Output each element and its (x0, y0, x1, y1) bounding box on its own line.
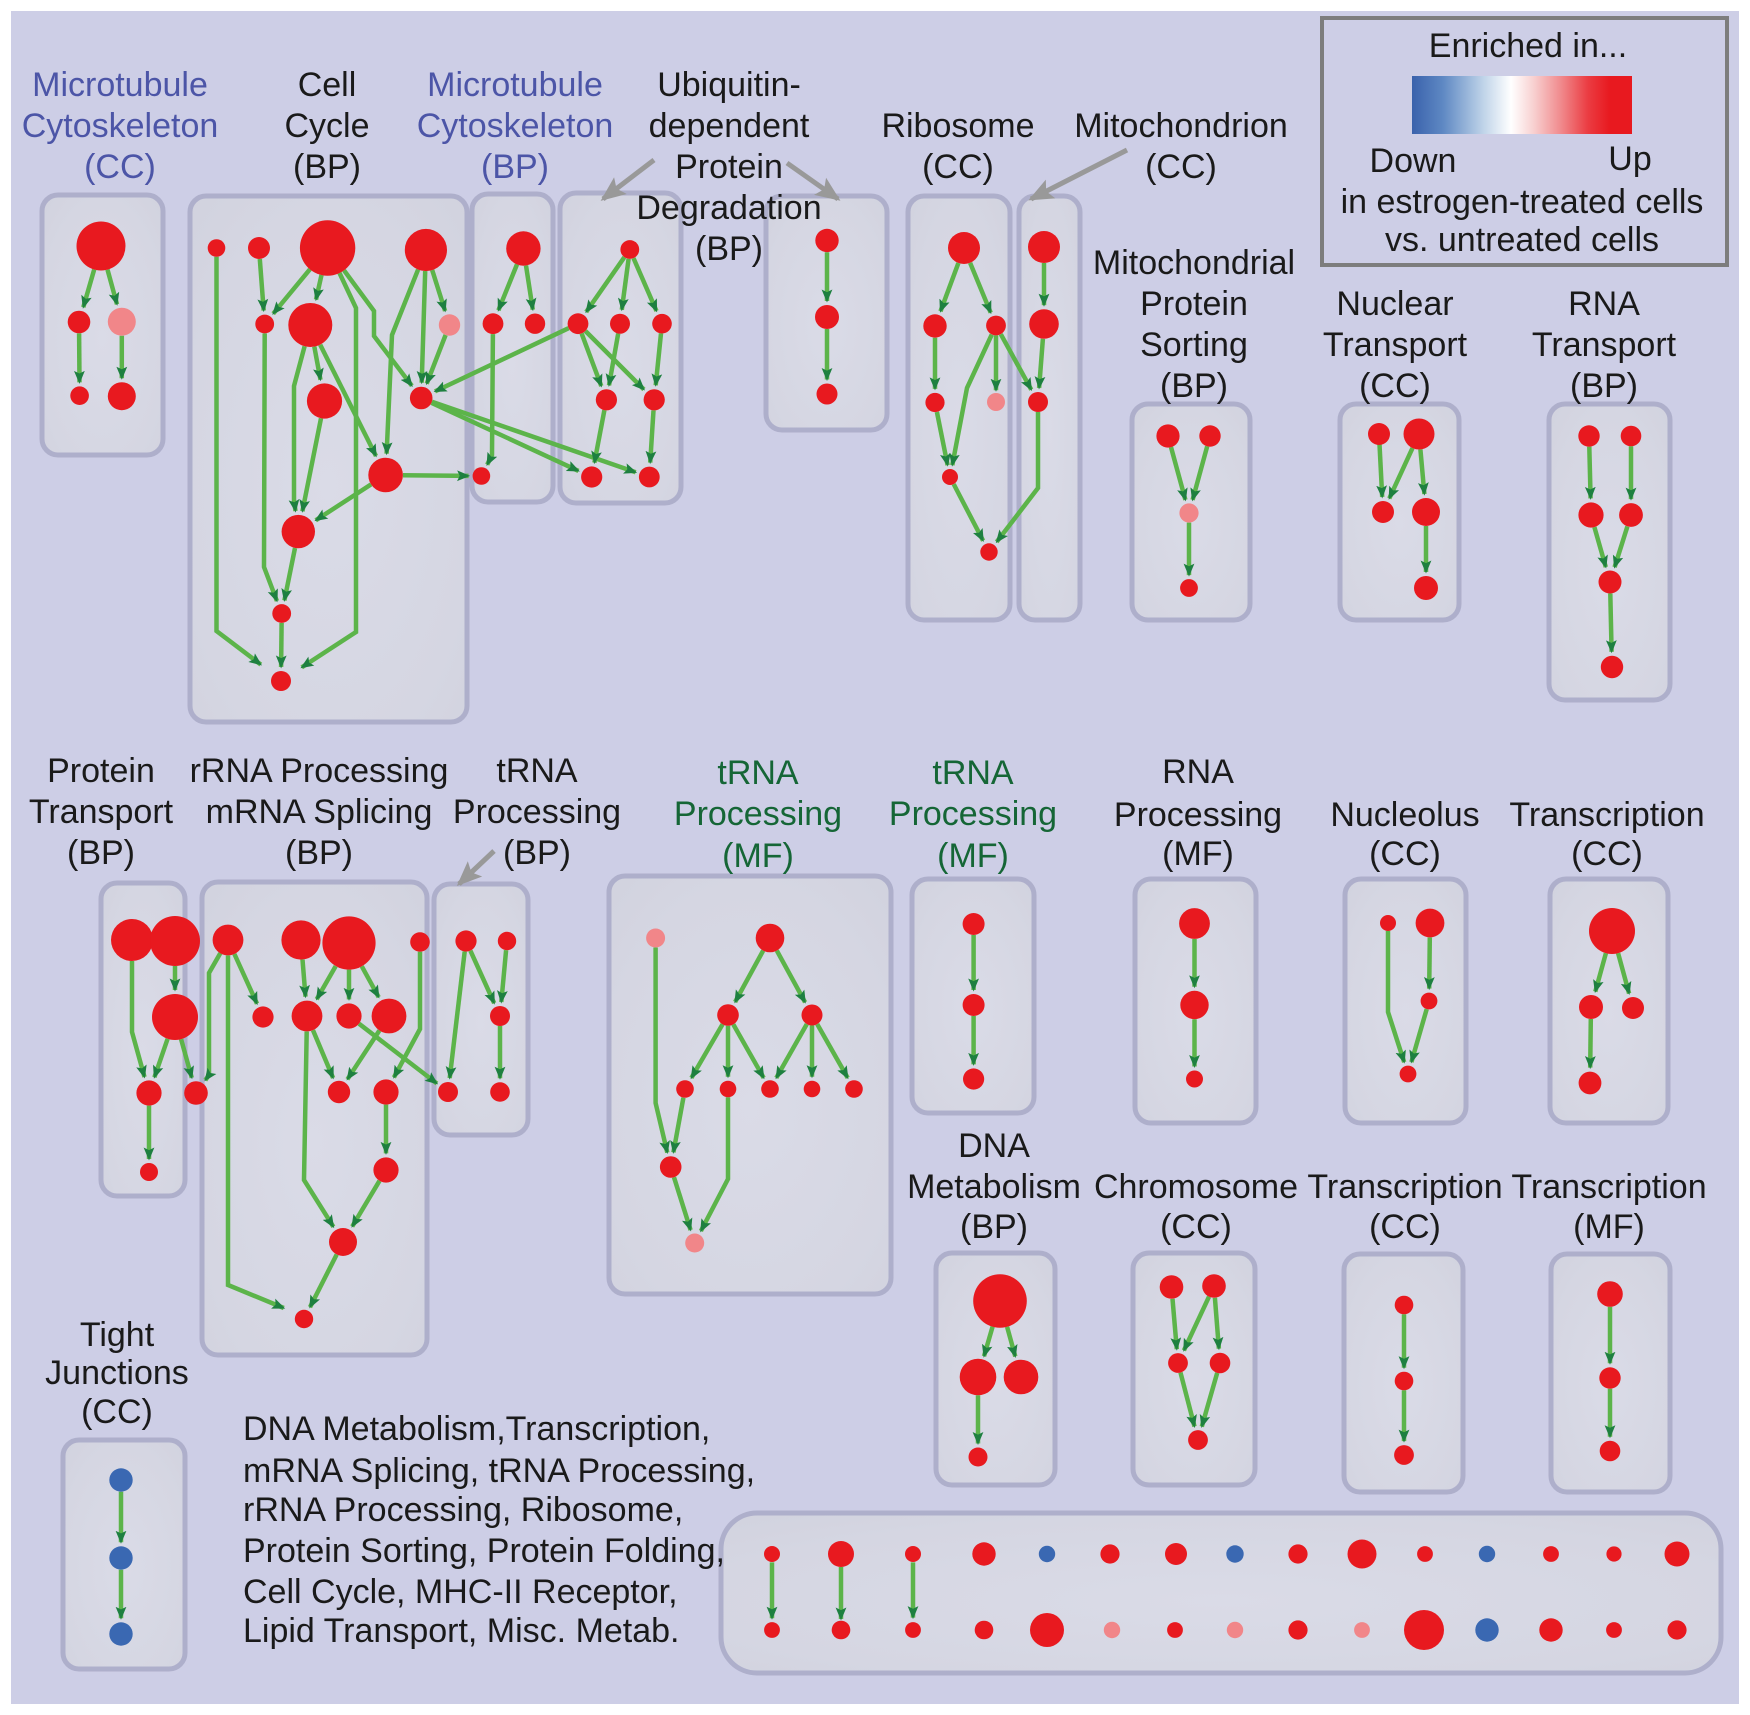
svg-text:(CC): (CC) (81, 1393, 153, 1431)
svg-text:(CC): (CC) (84, 148, 156, 186)
svg-text:RNA: RNA (1568, 285, 1640, 323)
svg-text:(BP): (BP) (960, 1208, 1028, 1246)
svg-text:Microtubule: Microtubule (427, 66, 603, 104)
svg-text:Sorting: Sorting (1140, 326, 1248, 364)
svg-text:vs. untreated cells: vs. untreated cells (1385, 221, 1659, 259)
svg-text:Cycle: Cycle (284, 107, 369, 145)
svg-text:tRNA: tRNA (496, 752, 578, 790)
svg-text:Nuclear: Nuclear (1336, 285, 1453, 323)
svg-text:Processing: Processing (453, 793, 621, 831)
svg-text:(BP): (BP) (67, 834, 135, 872)
svg-text:Mitochondrion: Mitochondrion (1074, 107, 1288, 145)
svg-text:Transcription: Transcription (1509, 796, 1704, 834)
svg-text:Degradation: Degradation (636, 189, 821, 227)
svg-text:in estrogen-treated cells: in estrogen-treated cells (1341, 183, 1704, 221)
svg-text:Enriched in...: Enriched in... (1429, 27, 1627, 65)
svg-text:Junctions: Junctions (45, 1354, 189, 1392)
svg-text:tRNA: tRNA (932, 754, 1014, 792)
svg-text:Cell Cycle, MHC-II Receptor,: Cell Cycle, MHC-II Receptor, (243, 1573, 678, 1611)
svg-text:Nucleolus: Nucleolus (1330, 796, 1479, 834)
svg-text:(BP): (BP) (285, 834, 353, 872)
svg-text:rRNA Processing, Ribosome,: rRNA Processing, Ribosome, (243, 1491, 683, 1529)
svg-text:(CC): (CC) (922, 148, 994, 186)
svg-text:mRNA Splicing, tRNA Processing: mRNA Splicing, tRNA Processing, (243, 1452, 755, 1490)
svg-text:mRNA Splicing: mRNA Splicing (206, 793, 433, 831)
svg-text:tRNA: tRNA (717, 754, 799, 792)
svg-text:Microtubule: Microtubule (32, 66, 208, 104)
svg-text:Transcription: Transcription (1307, 1168, 1502, 1206)
svg-text:Cytoskeleton: Cytoskeleton (417, 107, 614, 145)
svg-text:(BP): (BP) (503, 834, 571, 872)
svg-text:(BP): (BP) (293, 148, 361, 186)
svg-text:Ubiquitin-: Ubiquitin- (657, 66, 801, 104)
svg-text:Mitochondrial: Mitochondrial (1093, 244, 1295, 282)
svg-text:DNA: DNA (958, 1127, 1030, 1165)
svg-text:Metabolism: Metabolism (907, 1168, 1081, 1206)
svg-text:(BP): (BP) (481, 148, 549, 186)
svg-text:Lipid Transport, Misc. Metab.: Lipid Transport, Misc. Metab. (243, 1612, 680, 1650)
svg-text:Chromosome: Chromosome (1094, 1168, 1298, 1206)
svg-text:Ribosome: Ribosome (881, 107, 1034, 145)
svg-text:Processing: Processing (889, 795, 1057, 833)
svg-text:Transcription: Transcription (1511, 1168, 1706, 1206)
svg-text:(CC): (CC) (1145, 148, 1217, 186)
svg-text:Transport: Transport (29, 793, 174, 831)
svg-text:(MF): (MF) (937, 837, 1009, 875)
svg-text:Down: Down (1370, 142, 1457, 180)
svg-text:(BP): (BP) (1570, 367, 1638, 405)
svg-text:(MF): (MF) (1162, 835, 1234, 873)
svg-text:(CC): (CC) (1369, 1208, 1441, 1246)
svg-text:Protein: Protein (1140, 285, 1248, 323)
svg-text:Cell: Cell (298, 66, 357, 104)
svg-text:dependent: dependent (649, 107, 810, 145)
svg-text:Protein: Protein (675, 148, 783, 186)
svg-text:(CC): (CC) (1359, 367, 1431, 405)
svg-text:rRNA Processing: rRNA Processing (190, 752, 449, 790)
svg-text:(CC): (CC) (1160, 1208, 1232, 1246)
svg-text:(BP): (BP) (695, 230, 763, 268)
svg-text:(MF): (MF) (1573, 1208, 1645, 1246)
svg-text:Transport: Transport (1532, 326, 1677, 364)
svg-text:Processing: Processing (674, 795, 842, 833)
svg-text:(BP): (BP) (1160, 367, 1228, 405)
svg-text:(CC): (CC) (1369, 835, 1441, 873)
svg-text:DNA Metabolism,Transcription,: DNA Metabolism,Transcription, (243, 1410, 710, 1448)
svg-text:RNA: RNA (1162, 753, 1234, 791)
svg-text:(MF): (MF) (722, 837, 794, 875)
svg-text:Up: Up (1608, 140, 1651, 178)
svg-text:Cytoskeleton: Cytoskeleton (22, 107, 219, 145)
svg-text:Protein: Protein (47, 752, 155, 790)
svg-text:Transport: Transport (1323, 326, 1468, 364)
svg-text:Protein Sorting, Protein Foldi: Protein Sorting, Protein Folding, (243, 1532, 725, 1570)
svg-text:Tight: Tight (80, 1316, 155, 1354)
svg-text:Processing: Processing (1114, 796, 1282, 834)
svg-text:(CC): (CC) (1571, 835, 1643, 873)
